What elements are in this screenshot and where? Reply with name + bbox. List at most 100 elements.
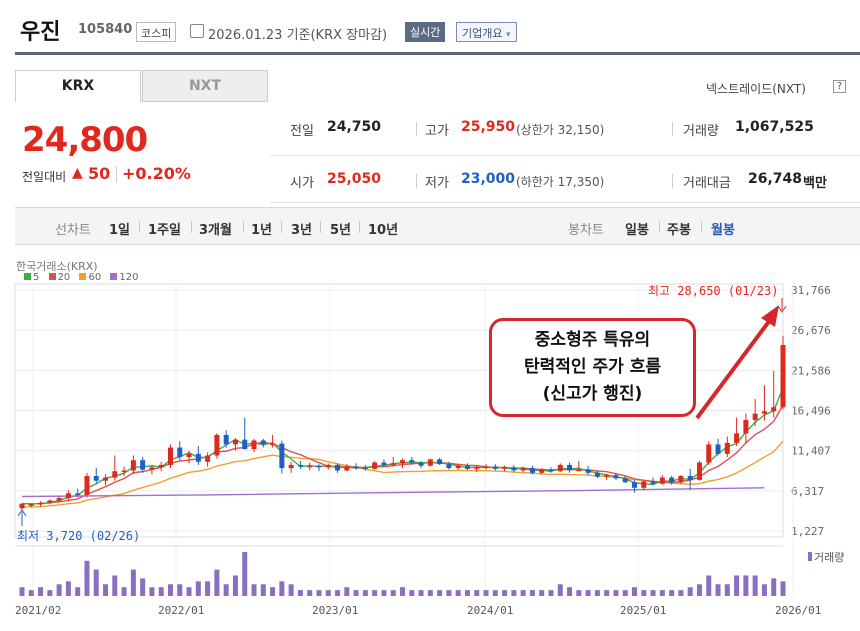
period-3y[interactable]: 3년 bbox=[291, 223, 313, 238]
volume-bar bbox=[335, 590, 341, 596]
volume-bar bbox=[576, 590, 582, 596]
volume-bar bbox=[464, 590, 470, 596]
volume-bar bbox=[446, 590, 452, 596]
legend-ma60: 60 bbox=[79, 272, 101, 283]
volume-label: 거래량 bbox=[814, 551, 844, 564]
candle-body bbox=[529, 468, 535, 473]
period-1y[interactable]: 1년 bbox=[251, 223, 273, 238]
volume-bar bbox=[167, 584, 173, 596]
tab-nxt[interactable]: NXT bbox=[142, 70, 268, 102]
volume-bar bbox=[743, 575, 749, 596]
volume-bar bbox=[186, 587, 192, 596]
candle-body bbox=[75, 493, 81, 495]
high-value: 25,950 bbox=[461, 119, 516, 135]
calendar-icon bbox=[190, 24, 204, 38]
period-1d[interactable]: 1일 bbox=[109, 223, 131, 238]
callout-arrow bbox=[695, 318, 772, 420]
volume-bar bbox=[687, 587, 693, 596]
volume-bar bbox=[362, 590, 368, 596]
divider bbox=[672, 122, 673, 136]
tab-krx[interactable]: KRX bbox=[15, 70, 141, 102]
nextrade-link[interactable]: 넥스트레이드(NXT) bbox=[706, 82, 806, 96]
help-icon[interactable]: ? bbox=[833, 80, 846, 93]
amount-label: 거래대금 bbox=[683, 176, 731, 191]
volume-bar bbox=[427, 590, 433, 596]
volume-bar bbox=[557, 584, 563, 596]
company-info-label: 기업개요 bbox=[462, 27, 503, 40]
realtime-button[interactable]: 실시간 bbox=[405, 22, 446, 42]
candle-body bbox=[752, 413, 758, 420]
x-tick-label: 2025/01 bbox=[620, 604, 666, 617]
volume-bar bbox=[149, 587, 155, 596]
candle-daily[interactable]: 일봉 bbox=[625, 223, 649, 238]
volume-bar bbox=[372, 590, 378, 596]
period-5y[interactable]: 5년 bbox=[330, 223, 352, 238]
candle-body bbox=[483, 466, 489, 469]
market-badge: 코스피 bbox=[136, 22, 177, 42]
volume-bar bbox=[567, 587, 573, 596]
candle-body bbox=[641, 481, 647, 488]
candle-body bbox=[232, 439, 238, 445]
divider bbox=[139, 221, 140, 233]
volume-bar bbox=[84, 560, 90, 596]
volume-bar bbox=[381, 590, 387, 596]
x-tick-label: 2026/01 bbox=[775, 604, 821, 617]
high-marker-arrow bbox=[777, 305, 787, 313]
candle-body bbox=[622, 478, 628, 483]
period-3m[interactable]: 3개월 bbox=[199, 223, 232, 238]
candle-body bbox=[409, 460, 415, 463]
x-tick-label: 2021/02 bbox=[15, 604, 61, 617]
volume-bar bbox=[474, 590, 480, 596]
volume-bar bbox=[19, 587, 25, 596]
low-value: 23,000 bbox=[461, 171, 516, 187]
volume-bar bbox=[650, 590, 656, 596]
divider bbox=[416, 174, 417, 188]
candle-body bbox=[19, 503, 25, 509]
candle-body bbox=[297, 464, 303, 467]
candle-body bbox=[214, 434, 220, 456]
y-tick-label: 16,496 bbox=[791, 405, 831, 418]
open-value: 25,050 bbox=[327, 171, 382, 187]
candle-body bbox=[539, 469, 545, 473]
period-1w[interactable]: 1주일 bbox=[148, 223, 181, 238]
candle-body bbox=[307, 465, 313, 468]
amount-value: 26,748 bbox=[748, 171, 803, 187]
change-label: 전일대비 bbox=[22, 170, 67, 184]
volume-bar bbox=[307, 590, 313, 596]
candle-body bbox=[724, 442, 730, 454]
volume-value: 1,067,525 bbox=[735, 119, 814, 135]
volume-bar bbox=[780, 581, 786, 596]
volume-bar bbox=[437, 590, 443, 596]
high-label: 고가 bbox=[425, 124, 449, 139]
volume-bar bbox=[140, 578, 146, 596]
volume-bar bbox=[93, 569, 99, 596]
candle-body bbox=[353, 466, 359, 469]
divider bbox=[270, 155, 860, 156]
volume-bar bbox=[251, 584, 257, 596]
period-toolbar: 선차트 1일 1주일 3개월 1년 3년 5년 10년 봉차트 일봉 주봉 월봉 bbox=[15, 207, 860, 245]
candle-body bbox=[594, 472, 600, 477]
candle-body bbox=[659, 477, 665, 484]
candle-body bbox=[344, 466, 350, 471]
volume-bar bbox=[344, 587, 350, 596]
candle-monthly[interactable]: 월봉 bbox=[711, 223, 735, 238]
volume-bar bbox=[232, 575, 238, 596]
stock-header: 우진 105840 코스피 2026.01.23 기준(KRX 장마감) 실시간… bbox=[0, 0, 860, 56]
volume-bar bbox=[483, 590, 489, 596]
candle-body bbox=[706, 444, 712, 463]
candle-body bbox=[548, 469, 554, 472]
date-text: 2026.01.23 기준(KRX 장마감) bbox=[208, 28, 388, 43]
candle-body bbox=[140, 460, 146, 470]
candle-body bbox=[56, 498, 62, 501]
candle-weekly[interactable]: 주봉 bbox=[667, 223, 691, 238]
volume-bar bbox=[38, 587, 44, 596]
candle-body bbox=[270, 443, 276, 446]
divider bbox=[359, 221, 360, 233]
up-arrow-icon: ▲ bbox=[72, 165, 83, 181]
chart-source-label: 한국거래소(KRX) bbox=[16, 260, 98, 273]
volume-bar bbox=[706, 575, 712, 596]
volume-bar bbox=[28, 590, 34, 596]
company-info-dropdown[interactable]: 기업개요 ▾ bbox=[456, 22, 517, 42]
period-10y[interactable]: 10년 bbox=[368, 223, 399, 238]
